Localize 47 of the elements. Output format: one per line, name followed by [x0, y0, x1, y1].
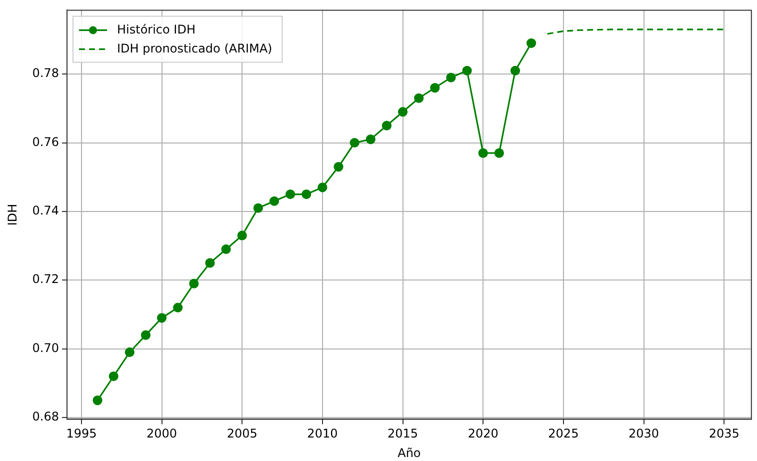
point [173, 302, 183, 312]
x-tick-label: 1995 [66, 426, 97, 441]
point [494, 148, 504, 158]
point [269, 196, 280, 206]
point [92, 396, 102, 406]
point [526, 38, 536, 48]
point [302, 189, 312, 200]
point [382, 120, 392, 130]
legend-label: IDH pronosticado (ARIMA) [117, 41, 272, 56]
point [286, 189, 296, 200]
point [156, 313, 167, 323]
point [510, 66, 520, 76]
y-tick-label: 0.74 [32, 204, 59, 218]
point [430, 83, 440, 93]
x-axis-title: Año [398, 446, 421, 460]
point [140, 330, 151, 340]
point [124, 347, 134, 358]
point [414, 93, 424, 103]
y-tick-label: 0.68 [32, 410, 59, 424]
point [237, 230, 247, 240]
point [366, 134, 376, 144]
x-tick-label: 2000 [146, 426, 178, 441]
point [253, 203, 263, 213]
x-tick-label: 2015 [388, 426, 418, 441]
point [462, 66, 472, 76]
point [189, 278, 199, 288]
x-tick-label: 2035 [708, 426, 740, 441]
point [446, 72, 456, 82]
point [108, 371, 118, 382]
x-tick-label: 2025 [548, 426, 579, 441]
y-tick-label: 0.70 [32, 340, 59, 355]
x-tick-label: 2010 [307, 426, 338, 441]
point [318, 182, 328, 192]
x-tick-label: 2020 [468, 426, 498, 441]
y-axis-title: IDH [5, 204, 20, 226]
y-tick-label: 0.72 [32, 272, 59, 286]
point [221, 244, 231, 254]
point [205, 258, 215, 268]
x-tick-label: 2005 [226, 426, 258, 441]
y-tick-label: 0.76 [32, 134, 59, 149]
legend-label: Histórico IDH [117, 22, 196, 36]
point [350, 138, 360, 148]
point [398, 107, 408, 117]
x-tick-label: 2030 [628, 426, 660, 441]
y-tick-label: 0.78 [32, 66, 59, 80]
point [334, 162, 344, 172]
point [478, 148, 488, 158]
